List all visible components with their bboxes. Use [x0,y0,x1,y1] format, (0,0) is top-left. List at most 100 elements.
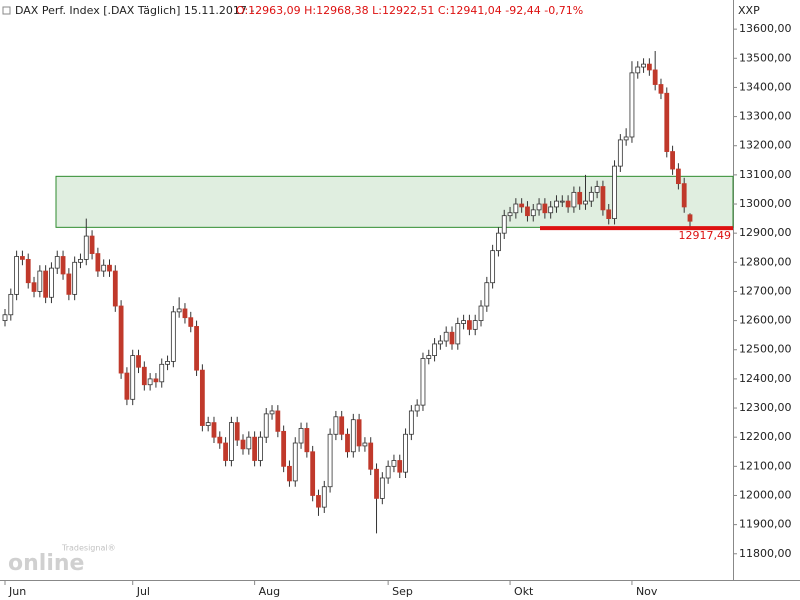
candle-body [66,273,72,295]
candle-body [594,186,600,193]
y-tick-label: 13200,00 [739,139,792,152]
candle-body [519,203,525,208]
candle-body [345,433,350,453]
candle-body [60,256,66,275]
candle-body [205,422,211,426]
candle-body [536,203,542,211]
candle-body [339,416,345,435]
candle-body [258,436,263,461]
y-tick-label: 12200,00 [739,430,792,443]
y-tick-label: 12000,00 [739,488,792,501]
candle-body [37,270,43,292]
candle-body [617,139,623,167]
candle-body [147,378,153,386]
candle-body [379,477,385,499]
candle-body [629,72,635,138]
x-tick-label: Jul [136,585,150,598]
candle-body [287,465,292,482]
candle-body [228,422,234,461]
brand-big: online [8,551,84,576]
candle-body [223,442,228,461]
candle-body [14,256,20,295]
candle-body [333,416,339,435]
candle-body [54,256,60,269]
candle-body [646,63,652,71]
candle-body [408,410,414,435]
candle-body [420,358,426,406]
y-tick-label: 13100,00 [739,168,792,181]
candle-body [316,495,321,508]
candle-body [107,264,112,272]
candle-body [327,433,333,488]
y-tick-label: 13600,00 [739,22,792,35]
candle-body [159,363,165,383]
x-tick-label: Okt [514,585,534,598]
candle-body [554,200,559,208]
candle-body [455,323,461,345]
candle-body [577,191,583,205]
candle-body [130,355,136,400]
candle-body [472,320,478,330]
candle-body [432,343,437,356]
axis-code: XXP [738,4,760,17]
x-tick-label: Nov [636,585,658,598]
candle-body [426,355,432,359]
y-tick-label: 12500,00 [739,343,792,356]
candle-body [467,320,472,330]
candle-body [403,433,408,473]
x-tick-label: Jun [8,585,26,598]
candle-body [385,465,391,479]
candle-body [141,366,147,386]
chart-subtitle: O:12963,09 H:12968,38 L:12922,51 C:12941… [236,4,583,17]
candle-body [269,410,275,415]
candle-body [211,422,217,438]
support-zone [55,175,734,228]
candle-body [670,151,675,170]
candle-body [304,428,310,453]
candle-body [136,355,141,368]
candle-body [496,232,501,252]
candle-body [635,66,641,74]
candle-body [681,183,687,208]
x-tick-label: Aug [259,585,280,598]
candle-body [31,282,37,292]
candle-body [298,428,304,444]
candle-body [461,320,467,324]
level-label: 12917,49 [679,229,732,242]
y-tick-label: 12800,00 [739,255,792,268]
candle-body [153,378,159,383]
candle-body [199,369,205,426]
candle-body [49,267,54,298]
brand-small: Tradesignal® [61,544,116,553]
candle-body [292,442,298,482]
y-tick-label: 11900,00 [739,518,792,531]
candle-body [217,436,223,444]
candle-body [281,430,287,467]
candle-body [362,442,368,447]
candle-body [43,270,49,298]
candle-body [484,282,490,307]
candle-body [600,186,606,211]
candle-body [321,486,327,508]
y-tick-label: 12300,00 [739,401,792,414]
candle-body [374,468,379,499]
candle-body [623,136,629,141]
candle-body [246,436,252,450]
candle-body [478,305,484,322]
candle-body [437,340,443,345]
candle-body [176,308,182,313]
candle-body [194,326,199,371]
candle-body [25,258,31,284]
candle-body [2,314,8,322]
candle-body [559,200,565,203]
candle-body [112,270,118,307]
candle-body [263,413,269,438]
candle-body [606,209,612,219]
candle-body [350,419,356,453]
candle-body [414,404,420,412]
candle-body [8,293,14,316]
candle-body [188,317,194,327]
y-tick-label: 13500,00 [739,51,792,64]
